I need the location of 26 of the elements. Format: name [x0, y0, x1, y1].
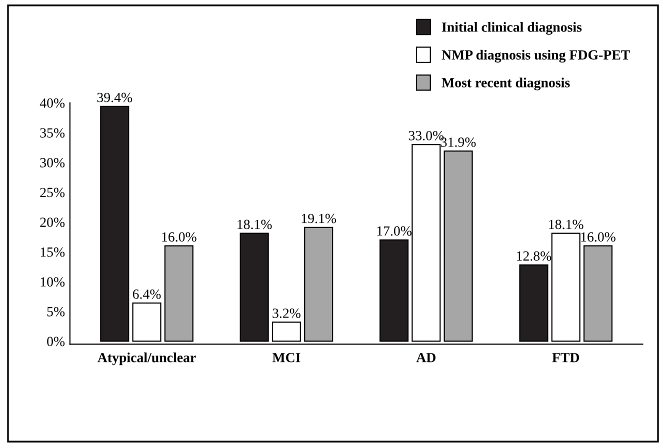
x-tick-label: FTD [552, 353, 580, 362]
data-label: 16.0% [162, 232, 196, 242]
x-tick-label: Atypical/unclear [98, 352, 196, 366]
y-tick-label: 15% [40, 247, 65, 257]
data-label: 18.1% [549, 220, 584, 230]
x-tick-label: MCI [272, 352, 300, 362]
y-tick-label: 0% [47, 336, 65, 346]
y-tick-label: 20% [40, 218, 65, 228]
data-label: 17.0% [377, 226, 412, 236]
legend-label: Most recent diagnosis [442, 78, 570, 90]
data-label: 39.4% [97, 92, 132, 102]
data-label: 18.1% [238, 220, 272, 230]
y-tick-label: 40% [40, 98, 65, 108]
data-label: 16.0% [581, 232, 616, 242]
y-tick-label: 35% [40, 128, 65, 138]
data-label: 19.1% [302, 214, 336, 224]
data-label: 6.4% [132, 289, 161, 299]
legend-label: Initial clinical diagnosis [442, 22, 582, 35]
y-tick-label: 30% [40, 158, 65, 168]
y-tick-label: 5% [47, 306, 65, 316]
y-tick-label: 25% [40, 188, 65, 198]
data-label: 3.2% [272, 308, 300, 318]
legend-label: NMP diagnosis using FDG-PET [442, 50, 630, 63]
x-tick-label: AD [416, 352, 436, 362]
y-tick-label: 10% [40, 277, 65, 287]
data-label: 12.8% [517, 251, 552, 261]
